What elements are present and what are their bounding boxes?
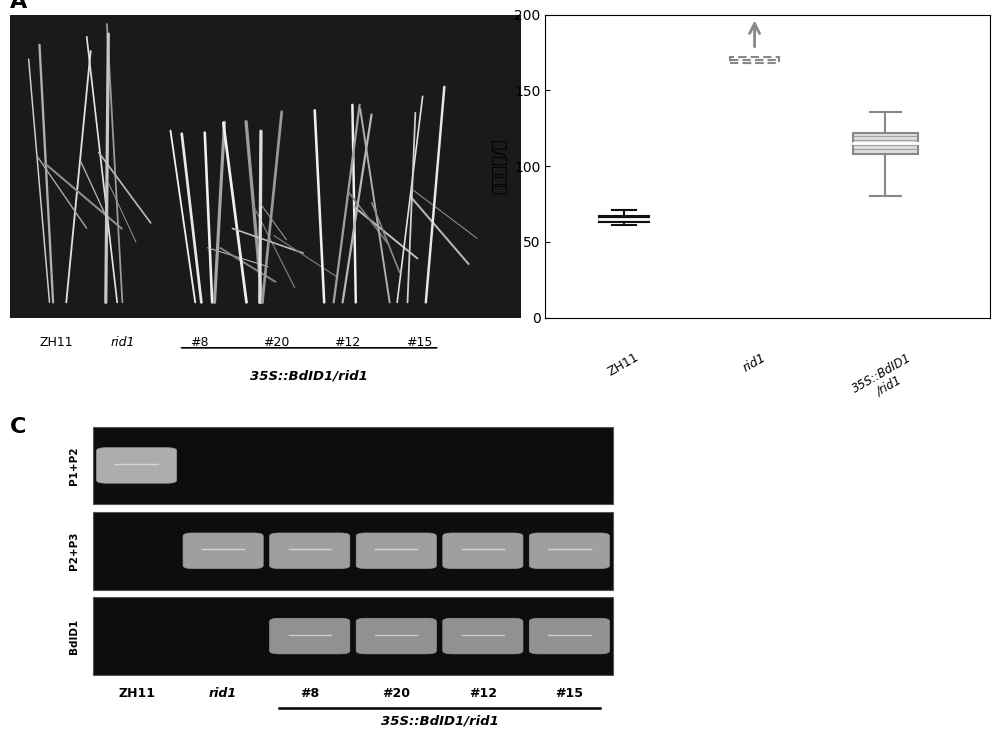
Text: #12: #12: [469, 687, 497, 700]
Bar: [730, 57, 779, 63]
Text: #12: #12: [334, 336, 361, 348]
FancyBboxPatch shape: [443, 533, 523, 569]
Text: BdID1: BdID1: [69, 619, 79, 654]
FancyBboxPatch shape: [529, 533, 610, 569]
Text: rid1: rid1: [209, 687, 237, 700]
Bar: [599, 216, 649, 222]
Text: #8: #8: [190, 336, 208, 348]
Text: #15: #15: [406, 336, 432, 348]
Text: #20: #20: [263, 336, 289, 348]
Text: 35S::BdID1/rid1: 35S::BdID1/rid1: [250, 369, 368, 382]
FancyBboxPatch shape: [356, 619, 436, 654]
Y-axis label: 开花时间/天: 开花时间/天: [491, 138, 509, 194]
FancyBboxPatch shape: [443, 619, 523, 654]
FancyBboxPatch shape: [96, 448, 177, 483]
Text: P1+P2: P1+P2: [69, 447, 79, 485]
Text: rid1: rid1: [110, 336, 135, 348]
Bar: [93, 427, 613, 504]
Text: P2+P3: P2+P3: [69, 531, 79, 570]
Bar: [93, 597, 613, 675]
FancyBboxPatch shape: [529, 619, 610, 654]
Text: 35S::BdID1/rid1: 35S::BdID1/rid1: [381, 714, 499, 728]
Text: #20: #20: [382, 687, 410, 700]
Text: #8: #8: [300, 687, 319, 700]
Text: C: C: [10, 417, 26, 438]
Text: B: B: [492, 0, 509, 2]
Text: #15: #15: [555, 687, 583, 700]
Bar: [93, 512, 613, 590]
Text: ZH11: ZH11: [606, 351, 642, 379]
Text: ZH11: ZH11: [39, 336, 73, 348]
FancyBboxPatch shape: [270, 619, 350, 654]
FancyBboxPatch shape: [356, 533, 436, 569]
Text: rid1: rid1: [741, 351, 768, 374]
Text: ZH11: ZH11: [118, 687, 155, 700]
Text: A: A: [10, 0, 27, 12]
FancyBboxPatch shape: [270, 533, 350, 569]
Bar: [853, 132, 918, 154]
FancyBboxPatch shape: [183, 533, 263, 569]
Text: 35S::BdID1
/rid1: 35S::BdID1 /rid1: [850, 351, 921, 408]
